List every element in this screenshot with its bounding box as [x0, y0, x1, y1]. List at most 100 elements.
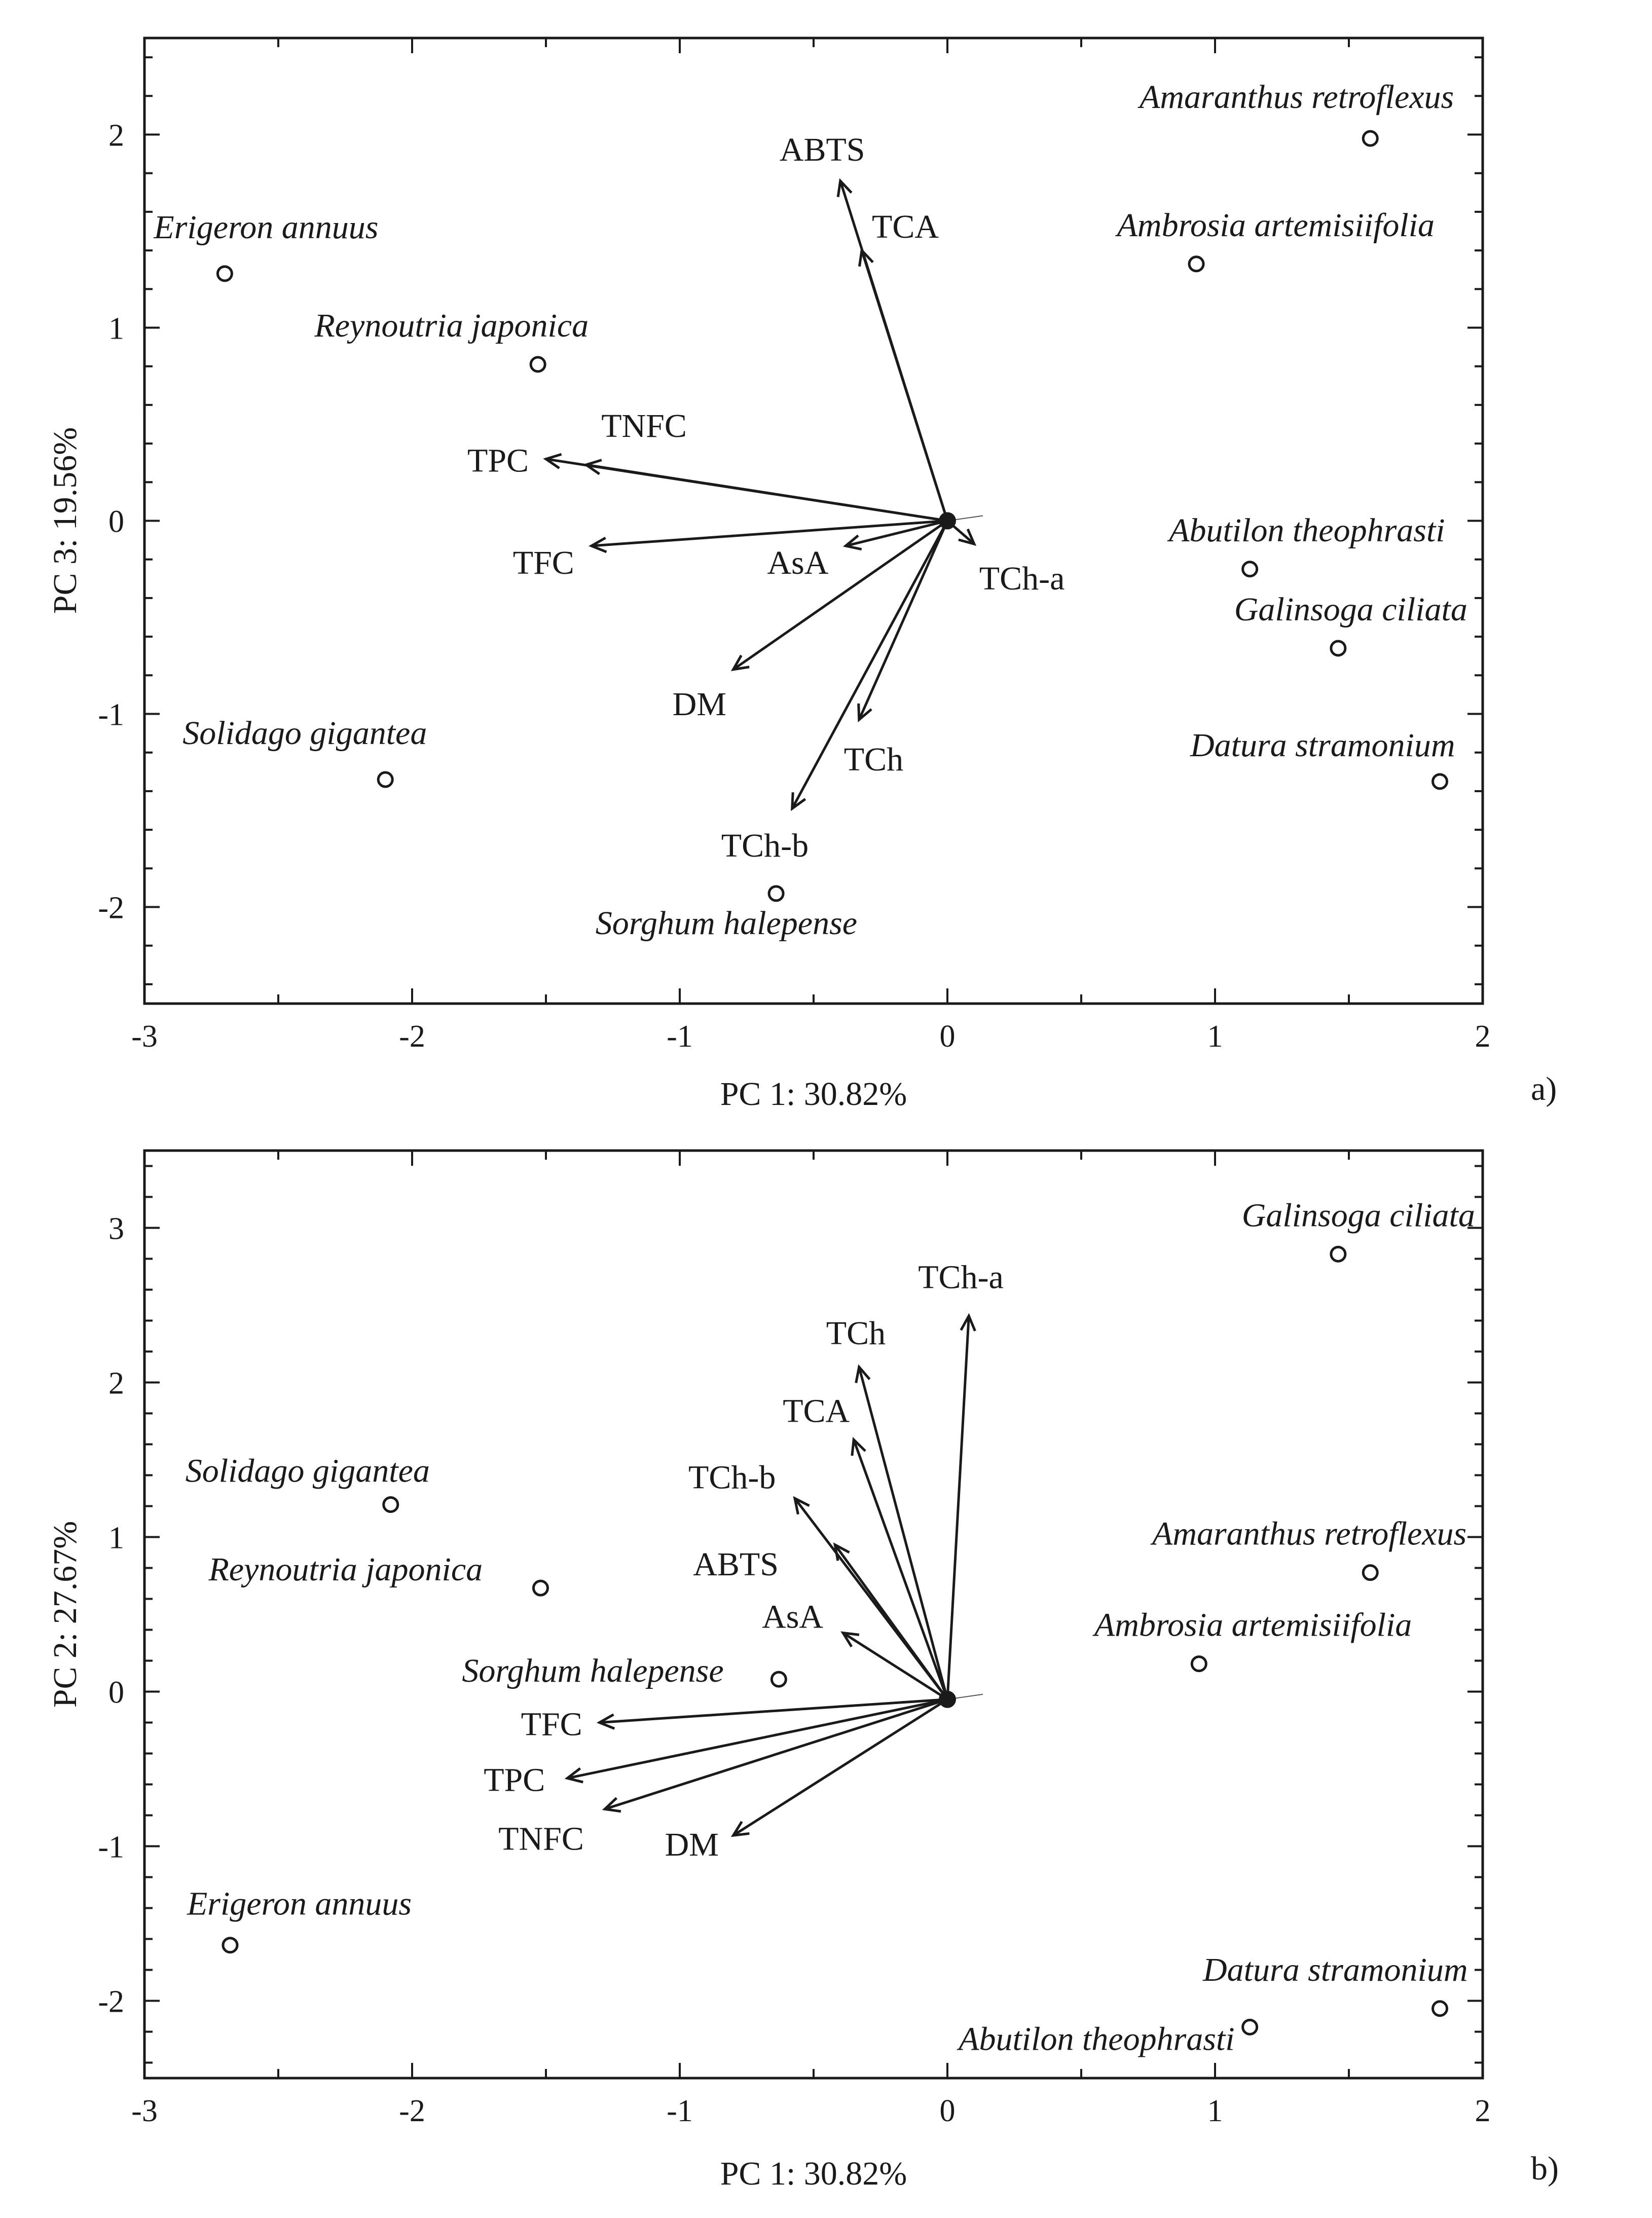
panel-b-ticks — [143, 1151, 1484, 2078]
species-point — [767, 885, 785, 902]
loading-vector-tnfc — [604, 1698, 948, 1810]
panel-b-y-axis-title: PC 2: 27.67% — [47, 1521, 84, 1708]
species-point-label: Solidago gigantea — [182, 715, 427, 752]
species-point — [1431, 2000, 1449, 2017]
loading-vector-label: TCh — [844, 741, 903, 778]
loading-vector-arrowhead — [793, 1496, 810, 1515]
loading-vector-arrowhead — [589, 536, 607, 553]
loading-vector-arrowhead — [858, 247, 874, 267]
species-point — [1330, 640, 1347, 657]
loading-vector-label: TCh-b — [688, 1459, 776, 1496]
x-tick-label: 0 — [940, 2094, 956, 2128]
y-tick-label: -2 — [98, 1985, 124, 2019]
species-point-label: Amaranthus retroflexus — [1150, 1515, 1466, 1552]
panel-a-loading-vectors: ABTS TCA TNFC TPC TFC AsA TCh-a DM TCh TCh-b — [467, 131, 1064, 864]
biplot-origin-dot — [939, 1690, 956, 1708]
species-point-label: Galinsoga ciliata — [1234, 591, 1467, 628]
species-point — [1362, 130, 1379, 147]
y-tick-label: 3 — [108, 1212, 124, 1246]
loading-vector-label: ABTS — [693, 1546, 779, 1583]
x-tick-label: -1 — [667, 1019, 693, 1054]
panel-a-label: a) — [1531, 1070, 1557, 1107]
y-tick-label: 2 — [108, 119, 124, 153]
species-point — [1241, 2018, 1259, 2036]
loading-vector-label: TFC — [521, 1706, 582, 1743]
loading-vector-label: TNFC — [498, 1820, 584, 1857]
loading-vector-arrowhead — [857, 703, 872, 723]
panel-b-species-points: Galinsoga ciliata Solidago gigantea Reynou… — [186, 1197, 1475, 2057]
x-tick-label: 1 — [1207, 1019, 1223, 1054]
x-tick-label: -2 — [399, 2094, 425, 2128]
loading-vector-label: AsA — [767, 544, 828, 581]
loading-vector-label: TPC — [484, 1761, 545, 1798]
panel-a-biplot: -3 -2 -1 0 1 2 -2 -1 0 1 2 ABTS TCA TNFC TPC TFC AsA TCh… — [47, 36, 1557, 1113]
loading-vector-arrowhead — [730, 654, 750, 672]
x-tick-label: 2 — [1475, 2094, 1491, 2128]
loading-vector-arrowhead — [564, 1767, 583, 1784]
panel-b-label: b) — [1531, 2150, 1559, 2187]
x-tick-label: 2 — [1475, 1019, 1491, 1054]
y-tick-label: 1 — [108, 312, 124, 346]
loading-vector-arrowhead — [833, 1542, 850, 1561]
species-point-label: Reynoutria japonica — [314, 307, 589, 344]
x-tick-label: -3 — [131, 2094, 158, 2128]
loading-vector-label: TCh-b — [721, 827, 809, 864]
loading-vector-label: AsA — [762, 1599, 823, 1636]
y-tick-label: 0 — [108, 505, 124, 539]
panel-a-x-axis-title: PC 1: 30.82% — [720, 1076, 907, 1113]
species-point — [1431, 773, 1449, 790]
loading-vector-tch-a — [946, 1316, 970, 1699]
loading-vector-dm — [732, 1698, 948, 1837]
loading-vector-tfc — [591, 520, 948, 547]
loading-vector-arrowhead — [596, 1713, 615, 1730]
species-point — [770, 1671, 787, 1688]
y-tick-label: 2 — [108, 1366, 124, 1401]
loading-vector-arrowhead — [543, 453, 562, 469]
loading-vector-arrowhead — [851, 1436, 866, 1456]
loading-vector-label: TCA — [783, 1392, 850, 1429]
loading-vector-label: TCh — [826, 1315, 886, 1352]
loading-vector-tpc — [567, 1698, 948, 1780]
species-point — [216, 265, 233, 282]
y-tick-label: -1 — [98, 698, 124, 732]
species-point-label: Datura stramonium — [1202, 1951, 1468, 1988]
loading-vector-label: TNFC — [601, 408, 687, 445]
y-tick-label: 0 — [108, 1676, 124, 1710]
loading-vector-abts — [834, 1544, 949, 1701]
species-point-label: Ambrosia artemisiifolia — [1115, 207, 1435, 244]
x-tick-label: -1 — [667, 2094, 693, 2128]
panel-a-y-axis-title: PC 3: 19.56% — [47, 427, 84, 614]
species-point — [382, 1496, 399, 1513]
loading-vector-label: ABTS — [780, 131, 865, 168]
loading-vector-tca — [860, 250, 949, 522]
y-tick-label: -2 — [98, 891, 124, 926]
species-point — [1188, 255, 1205, 273]
species-point — [1362, 1564, 1379, 1581]
species-point-label: Abutilon theophrasti — [957, 2020, 1235, 2057]
loading-vector-label: TFC — [513, 544, 574, 581]
species-point-label: Sorghum halepense — [596, 905, 857, 942]
loading-vector-label: TCh-a — [918, 1259, 1004, 1296]
loading-vector-arrowhead — [842, 534, 862, 551]
loading-vector-arrowhead — [958, 528, 977, 546]
panel-b-tick-labels: -3 -2 -1 0 1 2 -2 -1 0 1 2 3 — [98, 1212, 1490, 2129]
species-point-label: Ambrosia artemisiifolia — [1092, 1607, 1412, 1644]
y-tick-label: -1 — [98, 1830, 124, 1865]
loading-vector-arrowhead — [855, 1364, 871, 1383]
loading-vector-tch — [858, 1366, 949, 1700]
species-point — [1190, 1655, 1207, 1673]
y-tick-label: 1 — [108, 1521, 124, 1556]
species-point-label: Erigeron annuus — [153, 209, 378, 246]
x-tick-label: -3 — [131, 1019, 158, 1054]
loading-vector-label: DM — [665, 1826, 719, 1863]
loading-vector-dm — [732, 520, 948, 671]
panel-a-ticks — [143, 38, 1484, 1004]
species-point-label: Datura stramonium — [1190, 727, 1455, 764]
panel-a-species-points: Amaranthus retroflexus Ambrosia artemisii… — [153, 79, 1467, 942]
loading-vector-arrowhead — [791, 792, 806, 811]
loading-vector-asa — [842, 1632, 948, 1701]
loading-vector-tpc — [545, 458, 948, 522]
